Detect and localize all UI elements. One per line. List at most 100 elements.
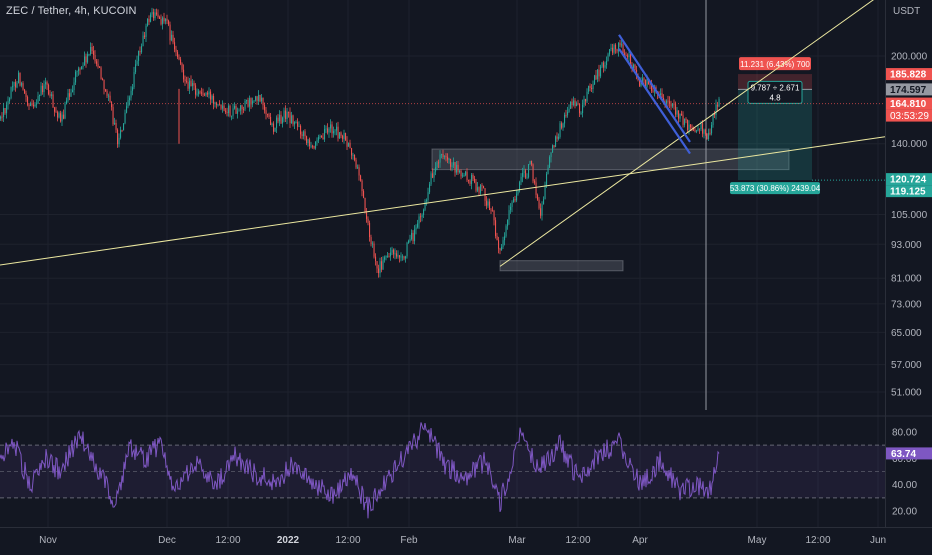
bull-candle [607, 54, 609, 61]
bull-candle [66, 100, 68, 104]
bear-candle [331, 124, 333, 134]
bull-candle [319, 136, 321, 138]
bull-candle [73, 82, 75, 91]
bull-candle [198, 91, 200, 94]
bull-candle [279, 114, 281, 122]
bear-candle [591, 87, 593, 89]
bear-candle [297, 122, 299, 127]
bull-candle [217, 104, 219, 106]
bull-candle [573, 100, 575, 106]
bull-candle [421, 214, 423, 217]
bear-candle [367, 218, 369, 223]
bull-candle [552, 145, 554, 153]
bear-candle [157, 14, 159, 18]
bull-candle [558, 136, 560, 139]
bear-candle [468, 180, 470, 181]
bull-candle [517, 190, 519, 194]
bear-candle [117, 129, 119, 145]
currency-label[interactable]: USDT [893, 6, 921, 17]
drawn-trendlines[interactable] [0, 0, 886, 267]
bull-candle [501, 246, 503, 251]
price-tick-label: 65.000 [891, 328, 922, 339]
price-tick-label: 105.000 [891, 210, 928, 221]
bear-candle [63, 114, 65, 119]
bull-candle [3, 108, 5, 117]
bear-candle [27, 96, 29, 105]
time-axis[interactable]: Nov Dec 12:00 2022 12:00 Feb Mar 12:00 Apr May 12:… [39, 535, 886, 546]
bull-candle [295, 122, 297, 123]
bear-candle [483, 186, 485, 189]
bear-candle [183, 69, 185, 80]
entry-price-badge [886, 83, 932, 96]
bull-candle [87, 54, 89, 63]
bear-candle [289, 112, 291, 124]
bull-candle [118, 137, 120, 145]
bull-candle [406, 242, 408, 257]
bull-candle [621, 44, 623, 46]
bull-candle [676, 110, 678, 115]
bear-candle [201, 92, 203, 94]
bear-candle [247, 100, 249, 107]
bear-candle [361, 180, 363, 192]
ratio-label: 9.787 ÷ 2.671 [751, 83, 800, 92]
bear-candle [705, 129, 707, 134]
bull-candle [604, 65, 606, 68]
symbol-title[interactable]: ZEC / Tether, 4h, KUCOIN [6, 5, 137, 17]
bear-candle [210, 91, 212, 100]
bear-candle [691, 126, 693, 129]
bear-candle [577, 103, 579, 105]
bull-candle [88, 54, 90, 55]
bear-candle [216, 102, 218, 105]
bull-candle [45, 82, 47, 85]
bear-candle [223, 105, 225, 111]
bull-candle [147, 18, 149, 26]
bull-candle [544, 184, 546, 200]
profit-target-zone [738, 89, 812, 181]
bear-candle [220, 104, 222, 109]
bear-candle [537, 194, 539, 200]
bull-candle [336, 126, 338, 131]
stop-price-badge [886, 68, 932, 81]
bull-candle [286, 111, 288, 119]
bear-candle [585, 98, 587, 102]
bear-candle [321, 136, 323, 138]
bear-candle [292, 115, 294, 125]
bear-candle [493, 210, 495, 221]
bull-candle [429, 184, 431, 193]
bull-candle [339, 132, 341, 139]
bear-candle [678, 110, 680, 119]
bear-candle [322, 137, 324, 140]
bear-candle [474, 178, 476, 183]
bear-candle [280, 114, 282, 124]
bear-candle [706, 133, 708, 139]
bull-candle [171, 34, 173, 41]
bear-candle [235, 105, 237, 114]
bear-candle [48, 84, 50, 95]
bull-candle [567, 111, 569, 116]
bull-candle [154, 12, 156, 19]
bear-candle [460, 170, 462, 177]
bull-candle [51, 94, 53, 96]
bull-candle [586, 91, 588, 102]
bear-candle [33, 104, 35, 107]
bear-candle [685, 118, 687, 120]
bear-candle [31, 103, 33, 105]
bull-candle [294, 122, 296, 125]
bear-candle [420, 216, 422, 218]
bear-candle [579, 103, 581, 114]
risk-reward-label: 4.8 [769, 93, 781, 102]
bull-candle [504, 236, 506, 241]
price-level-lines [0, 0, 885, 410]
last-price-badge [886, 97, 932, 110]
bear-candle [532, 164, 534, 182]
bull-candle [271, 123, 273, 126]
bull-candle [628, 53, 630, 58]
bull-candle [424, 201, 426, 210]
bull-candle [316, 140, 318, 142]
bull-candle [462, 175, 464, 177]
bull-candle [82, 65, 84, 67]
bear-candle [393, 249, 395, 255]
bull-candle [580, 112, 582, 114]
